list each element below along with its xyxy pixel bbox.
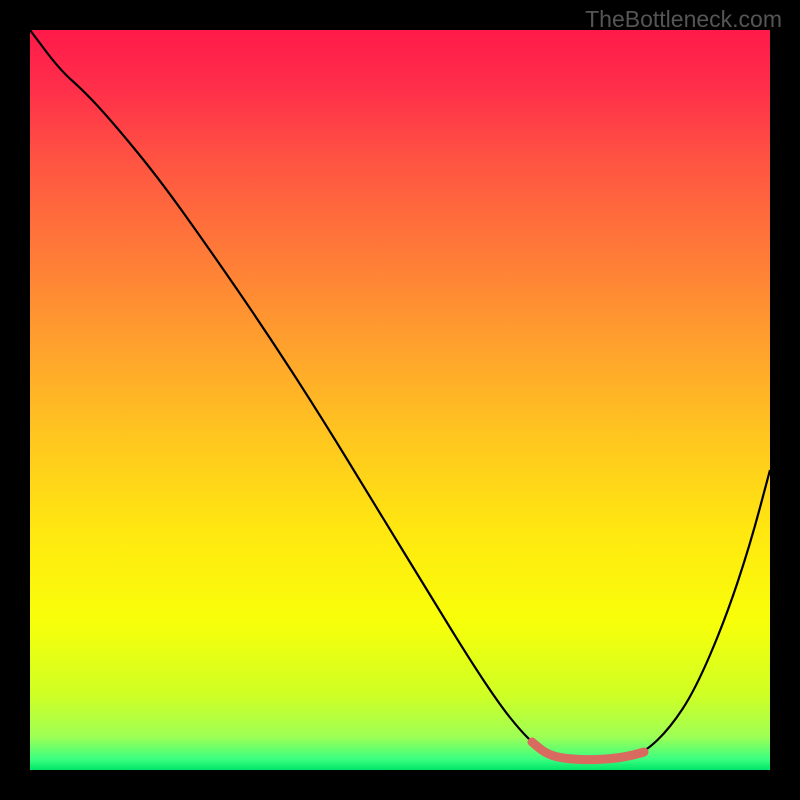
watermark-text: TheBottleneck.com <box>585 6 782 33</box>
optimal-range-highlight <box>532 742 644 760</box>
plot-area <box>30 30 770 770</box>
curve-layer <box>30 30 770 770</box>
bottleneck-curve <box>30 30 770 759</box>
